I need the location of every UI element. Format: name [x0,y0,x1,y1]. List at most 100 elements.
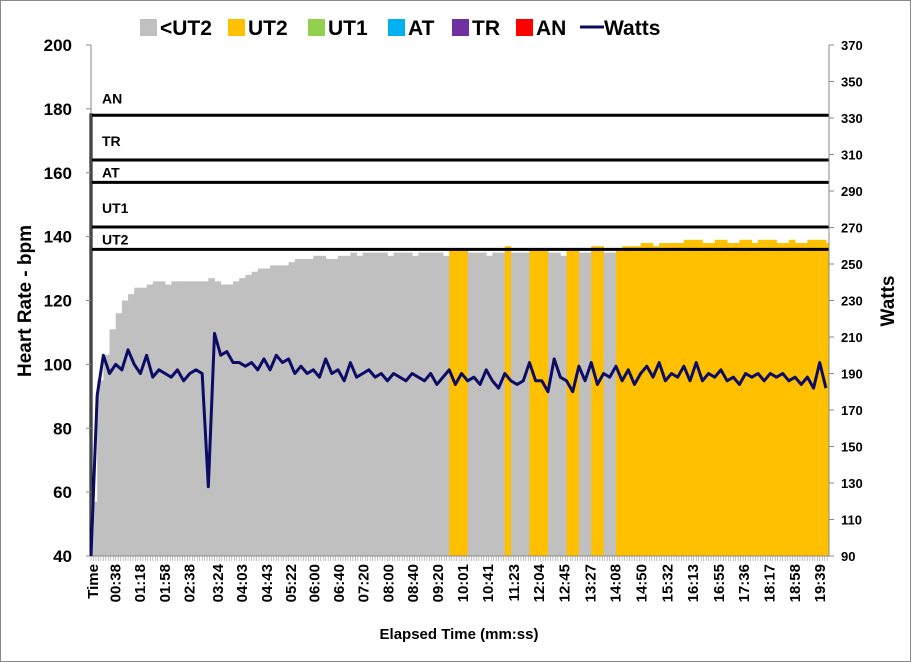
legend-label: <UT2 [160,17,212,40]
hr-area-bar [177,281,185,556]
hr-area-bar [486,255,493,556]
x-tick-label: 14:08 [608,564,625,602]
hr-area-bar [504,246,512,557]
hr-area-bar [152,281,160,556]
hr-area-bar [115,313,123,556]
legend: <UT2 UT2 UT1 AT TR AN Watts [140,17,660,40]
hr-area-bar [121,300,129,556]
x-tick-label: 08:40 [405,564,422,602]
zone-lines-layer: UT2 UT1 AT TR AN [89,90,829,556]
x-tick-label: 08:00 [380,564,397,602]
hr-area-bar [399,252,407,556]
x-tick-label: 06:40 [331,564,348,602]
x-tick-label: 13:27 [582,564,599,602]
hr-area-bar [430,252,438,556]
y-tick-label: 180 [44,100,72,119]
hr-area-bar [412,255,419,556]
hr-area-bar [683,239,691,556]
hr-area-bar [405,252,413,556]
x-tick-label: 12:04 [531,563,548,602]
y2-tick-label: 350 [841,75,863,90]
hr-area-bar [331,258,339,556]
hr-area-bar [313,255,320,556]
hr-area-bar [282,265,290,556]
hr-area-bar [696,239,703,556]
legend-label: UT1 [328,17,368,40]
hr-area-bar [615,249,623,556]
hr-area-bar [449,249,456,556]
x-tick-label: 17:36 [736,564,753,602]
watts-line [89,331,828,557]
y2-tick-label: 310 [841,148,863,163]
y2-axis-title: Watts [878,275,899,326]
hr-area-bar [517,252,524,556]
legend-label: AT [408,17,435,40]
hr-area-bar [566,249,574,556]
hr-area-bar [510,252,518,556]
legend-item-at: AT [388,17,435,40]
y2-tick-label: 230 [841,294,863,309]
hr-area-bar [702,243,709,556]
hr-area-bar [665,243,672,556]
hr-area-bar [560,255,567,556]
x-tick-label: 10:41 [480,564,497,602]
hr-area-bar [375,252,382,556]
hr-area-bar [195,281,203,556]
hr-area-bar [344,255,351,556]
legend-label: TR [472,17,500,40]
hr-area-bar [529,249,537,556]
y-tick-label: 80 [53,419,72,438]
x-tick-label: 04:43 [259,564,276,602]
x-tick-label: 11:23 [506,564,523,602]
hr-area-bar [91,501,98,556]
y2-tick-label: 370 [841,38,863,53]
hr-area-bar [498,252,506,556]
hr-area-bar [776,243,784,556]
hr-area-bar [220,284,228,556]
hr-area-bar [183,281,191,556]
zone-label-tr: TR [102,133,121,149]
hr-area-bar [257,268,265,556]
hr-area-bar [319,255,327,556]
x-tick-label: 18:17 [761,564,778,602]
hr-area-bar [782,243,790,556]
legend-label: Watts [604,17,660,40]
hr-area-bar [597,246,604,557]
x-tick-label: Time [85,564,102,599]
zone-label-an: AN [102,90,122,106]
x-tick-label: 01:18 [132,564,149,602]
hr-area-bar [523,252,530,556]
hr-area-bar [233,281,240,556]
hr-area-bar [770,239,777,556]
hr-area-bar [578,252,586,556]
hr-area-bar [325,258,333,556]
hr-area-bar [146,284,154,556]
hr-area-bar [171,281,178,556]
y2-tick-label: 270 [841,221,863,236]
legend-item-below-ut2: <UT2 [140,17,212,40]
hr-area-bar [739,239,747,556]
hr-area-bar [276,265,283,556]
x-tick-label: 12:45 [556,564,573,602]
hr-area-bar [591,246,598,557]
y-axis-title: Heart Rate - bpm [15,225,36,377]
hr-area-bar [572,249,580,556]
hr-area-bar [677,243,685,556]
legend-item-ut2: UT2 [228,17,288,40]
y2-tick-label: 110 [841,513,862,528]
hr-area-bar [251,271,259,556]
y2-tick-label: 130 [841,476,863,491]
y-tick-label: 120 [44,292,72,311]
y-tick-label: 200 [44,36,72,55]
hr-area-bar [714,239,722,556]
hr-area-bar [97,380,104,556]
hr-area-bar [603,252,611,556]
hr-area-bar [634,246,642,557]
hr-area-bar [757,239,765,556]
x-tick-label: 16:13 [685,564,702,602]
watts-layer [89,331,828,557]
hr-area-bar [368,252,376,556]
legend-swatch [452,19,469,36]
zone-label-ut1: UT1 [102,200,129,216]
hr-area-bar [745,239,753,556]
